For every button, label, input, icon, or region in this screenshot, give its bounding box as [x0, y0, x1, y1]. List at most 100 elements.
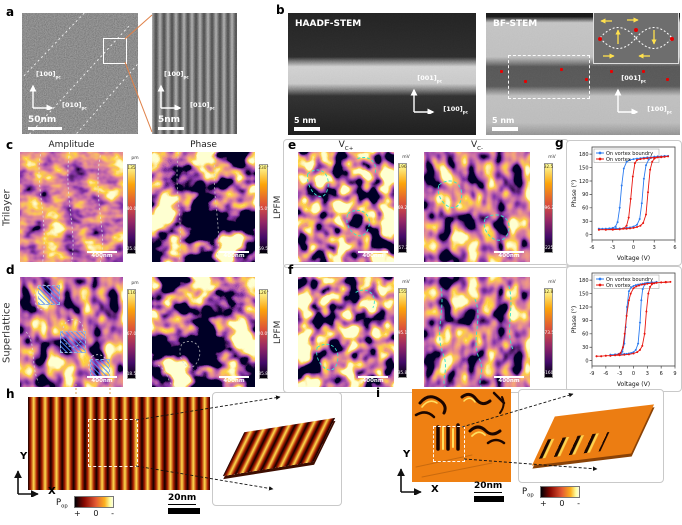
- axis-label-100pc: [100]pc: [443, 105, 468, 115]
- colorbar-max: 116: [127, 291, 136, 296]
- scalebar-400nm: 400nm: [87, 375, 117, 385]
- scalebar-400nm: 400nm: [358, 250, 388, 260]
- scalebar-400nm: 400nm: [219, 250, 249, 260]
- svg-text:On vortex: On vortex: [606, 157, 631, 163]
- colorbar-gradient: [398, 163, 407, 253]
- colorbar-gradient: [398, 288, 407, 378]
- cb-minus: -: [577, 499, 580, 508]
- noise-texture: [288, 13, 476, 135]
- trilayer-amplitude-map: 400nm: [20, 152, 123, 262]
- labyrinth-3d-slab: [531, 404, 655, 466]
- svg-text:150: 150: [579, 165, 589, 171]
- polarization-colorbar-labels: + 0 -: [540, 500, 580, 508]
- panel-h-label: h: [6, 387, 15, 401]
- axes-arrows-icon: [614, 88, 639, 115]
- vc-plus-colorbar: mV 196 69.2 -57.2: [397, 155, 416, 253]
- svg-text:3: 3: [646, 371, 649, 377]
- axis-label-x: X: [431, 484, 439, 495]
- colorbar-mid: 95.1: [397, 331, 408, 336]
- vortex-hatch-region: [60, 331, 86, 353]
- svg-text:90: 90: [582, 192, 588, 198]
- crystal-axes: [001]pc [100]pc: [409, 74, 468, 115]
- colorbar-min: -85.8°: [256, 372, 271, 377]
- colorbar-gradient: [544, 163, 553, 253]
- scalebar-20nm-bar: [168, 508, 200, 514]
- svg-text:Voltage (V): Voltage (V): [617, 255, 650, 262]
- svg-text:60: 60: [582, 206, 588, 212]
- vortex-core-dot: [610, 70, 613, 73]
- colorbar-max: 196: [398, 165, 407, 170]
- pfm-phase-image: [152, 152, 255, 262]
- amplitude-colorbar: pm 135 80.0 25.0: [127, 156, 145, 254]
- cb-plus: +: [74, 509, 81, 518]
- svg-text:60: 60: [582, 332, 588, 338]
- svg-text:9: 9: [673, 371, 676, 377]
- svg-text:Phase (°): Phase (°): [571, 306, 578, 334]
- f-colorbar-2: mV 12.8 -73.5 -160: [543, 280, 562, 378]
- vortex-core-dot: [560, 68, 563, 71]
- colorbar-unit: pm: [131, 281, 139, 286]
- colorbar-unit: pm: [131, 156, 139, 161]
- domain-wall-contours: [157, 341, 201, 387]
- cb-zero: 0: [559, 499, 565, 508]
- row-label-lpfm: LPFM: [273, 195, 283, 219]
- colorbar-min: -59.5°: [256, 247, 271, 252]
- vortex-core-dot: [666, 78, 669, 81]
- scalebar-400nm: 400nm: [494, 375, 524, 385]
- vortex-core-dot: [500, 70, 503, 73]
- vortex-core-dot: [524, 80, 527, 83]
- colorbar-unit: mV: [548, 280, 556, 285]
- noise-texture: [152, 13, 237, 134]
- panel-e-label: e: [288, 138, 297, 152]
- haadf-title: HAADF-STEM: [295, 19, 362, 29]
- panel-b-haadf-image: HAADF-STEM 5 nm [001]pc [100]pc: [288, 13, 476, 135]
- scalebar-5nm: 5 nm: [294, 117, 320, 131]
- panel-f-label: f: [288, 263, 294, 277]
- svg-text:6: 6: [660, 371, 663, 377]
- panel-b-bf-image: BF-STEM 5 nm [001]pc [100]pc: [486, 13, 680, 135]
- cyan-contours: [437, 180, 510, 241]
- pfm-phase-image: [152, 277, 255, 387]
- phase-colorbar: 126° 20.0° -85.8°: [257, 289, 277, 379]
- superlattice-amplitude-map: 400nm: [20, 277, 123, 387]
- axes-arrows-icon: [397, 468, 422, 495]
- superlattice-phase-map: 400nm: [152, 277, 255, 387]
- colorbar-gradient: [259, 289, 268, 379]
- lpfm-image: [298, 277, 394, 387]
- panel-b-label: b: [276, 3, 285, 17]
- scalebar-400nm: 400nm: [494, 250, 524, 260]
- axes-arrows-icon: [157, 84, 182, 111]
- f-map2: 400nm: [424, 277, 530, 387]
- row-label-lpfm: LPFM: [273, 320, 283, 344]
- row-label-trilayer: Trilayer: [1, 189, 13, 227]
- vortex-hatch-region: [90, 359, 110, 377]
- panel-i-label: i: [376, 386, 381, 400]
- colorbar-min: 35.8: [397, 371, 408, 376]
- vc-minus-colorbar: mV 32.5 -96.2 -225: [543, 155, 562, 253]
- phase-title: Phase: [190, 140, 217, 150]
- panel-c-label: c: [6, 138, 14, 152]
- polarization-colorbar: [74, 496, 114, 508]
- pfm-amplitude-image: [20, 152, 123, 262]
- svg-text:6: 6: [673, 245, 676, 251]
- scalebar-400nm: 400nm: [219, 375, 249, 385]
- svg-text:120: 120: [579, 305, 589, 311]
- svg-text:On vortex: On vortex: [606, 283, 631, 289]
- axis-label-001pc: [001]pc: [417, 74, 442, 84]
- polarization-label: Pop: [56, 498, 68, 510]
- lpfm-image: [424, 152, 530, 262]
- colorbar-max: 135: [127, 166, 136, 171]
- crystal-axes: [100]pc [010]pc: [156, 70, 215, 111]
- axis-label-100pc: [100]pc: [36, 70, 61, 80]
- scalebar-5nm: 5 nm: [492, 117, 518, 131]
- panel-a-label: a: [6, 5, 15, 19]
- stripe-3d-inset: [212, 392, 342, 506]
- panel-g-label: g: [555, 136, 564, 150]
- axis-label-100pc: [100]pc: [164, 70, 189, 80]
- panel-a-dark-field-image: [100]pc [010]pc 50nm: [22, 13, 138, 134]
- axis-label-100pc: [100]pc: [647, 105, 672, 115]
- svg-text:0: 0: [632, 245, 635, 251]
- svg-text:-6: -6: [590, 245, 595, 251]
- svg-text:0: 0: [585, 358, 588, 364]
